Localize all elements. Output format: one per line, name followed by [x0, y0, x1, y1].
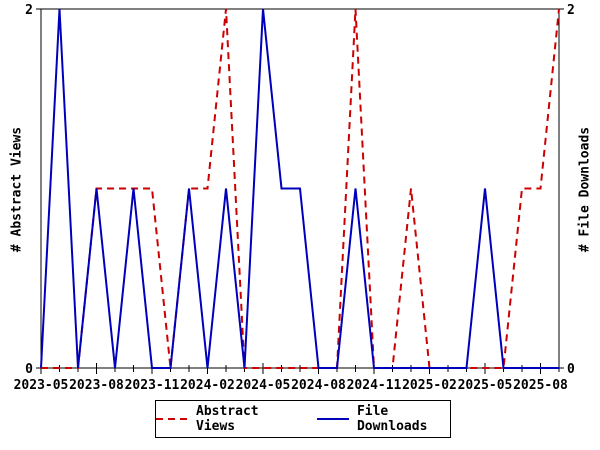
- x-tick-label: 2024-05: [236, 378, 291, 393]
- x-tick-label: 2024-02: [180, 378, 235, 393]
- x-tick-label: 2025-05: [458, 378, 513, 393]
- x-tick-label: 2023-11: [125, 378, 180, 393]
- x-tick-label: 2025-02: [402, 378, 457, 393]
- x-tick-label: 2023-05: [14, 378, 69, 393]
- y-left-tick-label: 0: [25, 362, 33, 377]
- right-axis-title: # File Downloads: [577, 126, 593, 253]
- x-tick-label: 2024-11: [347, 378, 402, 393]
- abstract-views-legend-label: Abstract Views: [196, 404, 259, 434]
- file-downloads-legend-label: File Downloads: [356, 404, 428, 434]
- x-tick-label: 2025-08: [513, 378, 568, 393]
- x-tick-label: 2024-08: [291, 378, 346, 393]
- legend-box: Abstract Views File Downloads: [155, 400, 451, 438]
- left-axis-title: # Abstract Views: [9, 126, 25, 253]
- abstract-views-line: [41, 8, 560, 369]
- y-right-tick-label: 2: [567, 3, 575, 18]
- file-downloads-line-sample-icon: [316, 418, 349, 420]
- y-right-tick-label: 0: [567, 362, 575, 377]
- abstract-views-line-sample-icon: [156, 418, 188, 420]
- y-left-tick-label: 2: [25, 3, 33, 18]
- file-downloads-line: [40, 8, 559, 369]
- x-tick-label: 2023-08: [69, 378, 124, 393]
